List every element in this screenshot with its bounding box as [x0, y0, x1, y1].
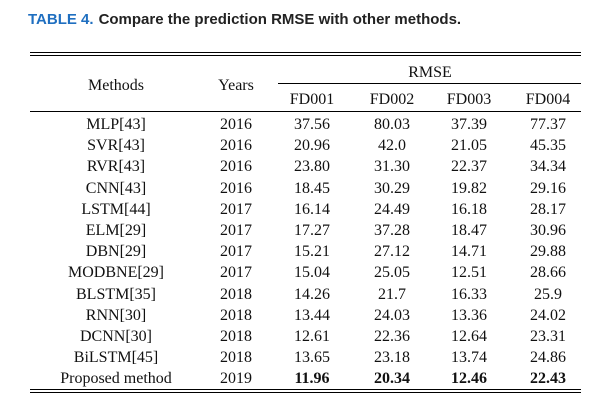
rmse-cell-fd004: 28.17	[530, 201, 566, 218]
year-cell: 2017	[220, 243, 252, 260]
method-cell: BLSTM[35]	[76, 286, 156, 303]
rmse-cell-fd001: 13.65	[294, 349, 330, 366]
rmse-cell-fd003: 14.71	[451, 243, 487, 260]
rmse-cell-fd003: 16.18	[451, 201, 487, 218]
rmse-cell-fd001: 15.21	[294, 243, 330, 260]
table-top-rule	[30, 52, 581, 53]
header-rmse: RMSE	[408, 64, 452, 81]
rmse-cell-fd003: 12.46	[451, 370, 487, 387]
table-caption: TABLE 4. Compare the prediction RMSE with…	[28, 11, 461, 28]
rmse-cell-fd004: 23.31	[530, 328, 566, 345]
header-fd003: FD003	[446, 91, 492, 108]
rmse-group-rule	[278, 83, 581, 84]
year-cell: 2016	[220, 116, 252, 133]
rmse-cell-fd003: 16.33	[451, 286, 487, 303]
rmse-cell-fd003: 13.74	[451, 349, 487, 366]
year-cell: 2018	[220, 349, 252, 366]
method-cell: SVR[43]	[87, 137, 145, 154]
rmse-cell-fd004: 30.96	[530, 222, 566, 239]
rmse-cell-fd003: 21.05	[451, 137, 487, 154]
rmse-cell-fd002: 37.28	[374, 222, 410, 239]
rmse-cell-fd003: 12.64	[451, 328, 487, 345]
rmse-cell-fd001: 13.44	[294, 307, 330, 324]
year-cell: 2016	[220, 137, 252, 154]
rmse-cell-fd004: 34.34	[530, 158, 566, 175]
method-cell: ELM[29]	[85, 222, 147, 239]
method-cell: DBN[29]	[85, 243, 147, 260]
header-fd001: FD001	[289, 91, 335, 108]
rmse-cell-fd004: 29.16	[530, 180, 566, 197]
rmse-cell-fd001: 20.96	[294, 137, 330, 154]
rmse-cell-fd001: 15.04	[294, 264, 330, 281]
year-cell: 2018	[220, 286, 252, 303]
year-cell: 2016	[220, 158, 252, 175]
rmse-cell-fd002: 27.12	[374, 243, 410, 260]
rmse-cell-fd002: 30.29	[374, 180, 410, 197]
method-cell: RVR[43]	[86, 158, 146, 175]
method-cell: MLP[43]	[86, 116, 146, 133]
rmse-cell-fd002: 31.30	[374, 158, 410, 175]
rmse-cell-fd002: 24.03	[374, 307, 410, 324]
rmse-cell-fd002: 42.0	[378, 137, 406, 154]
rmse-cell-fd003: 37.39	[451, 116, 487, 133]
header-bottom-rule	[30, 111, 581, 112]
year-cell: 2017	[220, 222, 252, 239]
rmse-cell-fd001: 12.61	[294, 328, 330, 345]
table-caption-label: TABLE 4.	[28, 11, 94, 28]
method-cell: LSTM[44]	[81, 201, 151, 218]
header-fd004: FD004	[525, 91, 571, 108]
rmse-cell-fd004: 77.37	[530, 116, 566, 133]
header-years: Years	[218, 77, 254, 94]
rmse-cell-fd003: 13.36	[451, 307, 487, 324]
rmse-cell-fd001: 16.14	[294, 201, 330, 218]
rmse-cell-fd003: 18.47	[451, 222, 487, 239]
rmse-cell-fd002: 80.03	[374, 116, 410, 133]
rmse-cell-fd004: 24.86	[530, 349, 566, 366]
rmse-cell-fd001: 14.26	[294, 286, 330, 303]
year-cell: 2017	[220, 264, 252, 281]
method-cell: BiLSTM[45]	[73, 349, 159, 366]
rmse-cell-fd003: 22.37	[451, 158, 487, 175]
rmse-cell-fd004: 45.35	[530, 137, 566, 154]
rmse-cell-fd004: 29.88	[530, 243, 566, 260]
method-cell: MODBNE[29]	[68, 264, 164, 281]
rmse-cell-fd002: 25.05	[374, 264, 410, 281]
table-bottom-rule-second	[30, 392, 581, 393]
year-cell: 2019	[220, 370, 252, 387]
rmse-cell-fd002: 24.49	[374, 201, 410, 218]
table-caption-text: Compare the prediction RMSE with other m…	[98, 11, 462, 28]
method-cell: CNN[43]	[85, 180, 147, 197]
header-methods: Methods	[88, 77, 144, 94]
method-cell: RNN[30]	[85, 307, 147, 324]
rmse-cell-fd003: 19.82	[451, 180, 487, 197]
table-top-rule-second	[30, 55, 581, 56]
year-cell: 2016	[220, 180, 252, 197]
rmse-cell-fd001: 23.80	[294, 158, 330, 175]
rmse-cell-fd004: 24.02	[530, 307, 566, 324]
header-fd002: FD002	[369, 91, 415, 108]
rmse-cell-fd004: 28.66	[530, 264, 566, 281]
year-cell: 2018	[220, 328, 252, 345]
rmse-cell-fd002: 23.18	[374, 349, 410, 366]
method-cell: DCNN[30]	[80, 328, 152, 345]
rmse-cell-fd003: 12.51	[451, 264, 487, 281]
table-bottom-rule	[30, 389, 581, 390]
rmse-cell-fd002: 21.7	[378, 286, 406, 303]
rmse-cell-fd002: 20.34	[374, 370, 410, 387]
rmse-cell-fd001: 17.27	[294, 222, 330, 239]
year-cell: 2017	[220, 201, 252, 218]
year-cell: 2018	[220, 307, 252, 324]
rmse-cell-fd001: 37.56	[294, 116, 330, 133]
method-cell: Proposed method	[60, 370, 172, 387]
rmse-cell-fd001: 18.45	[294, 180, 330, 197]
rmse-cell-fd002: 22.36	[374, 328, 410, 345]
rmse-cell-fd004: 22.43	[530, 370, 566, 387]
rmse-cell-fd001: 11.96	[294, 370, 330, 387]
rmse-cell-fd004: 25.9	[534, 286, 562, 303]
